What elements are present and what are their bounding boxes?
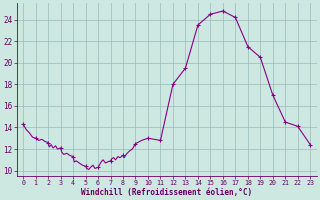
X-axis label: Windchill (Refroidissement éolien,°C): Windchill (Refroidissement éolien,°C) bbox=[81, 188, 252, 197]
